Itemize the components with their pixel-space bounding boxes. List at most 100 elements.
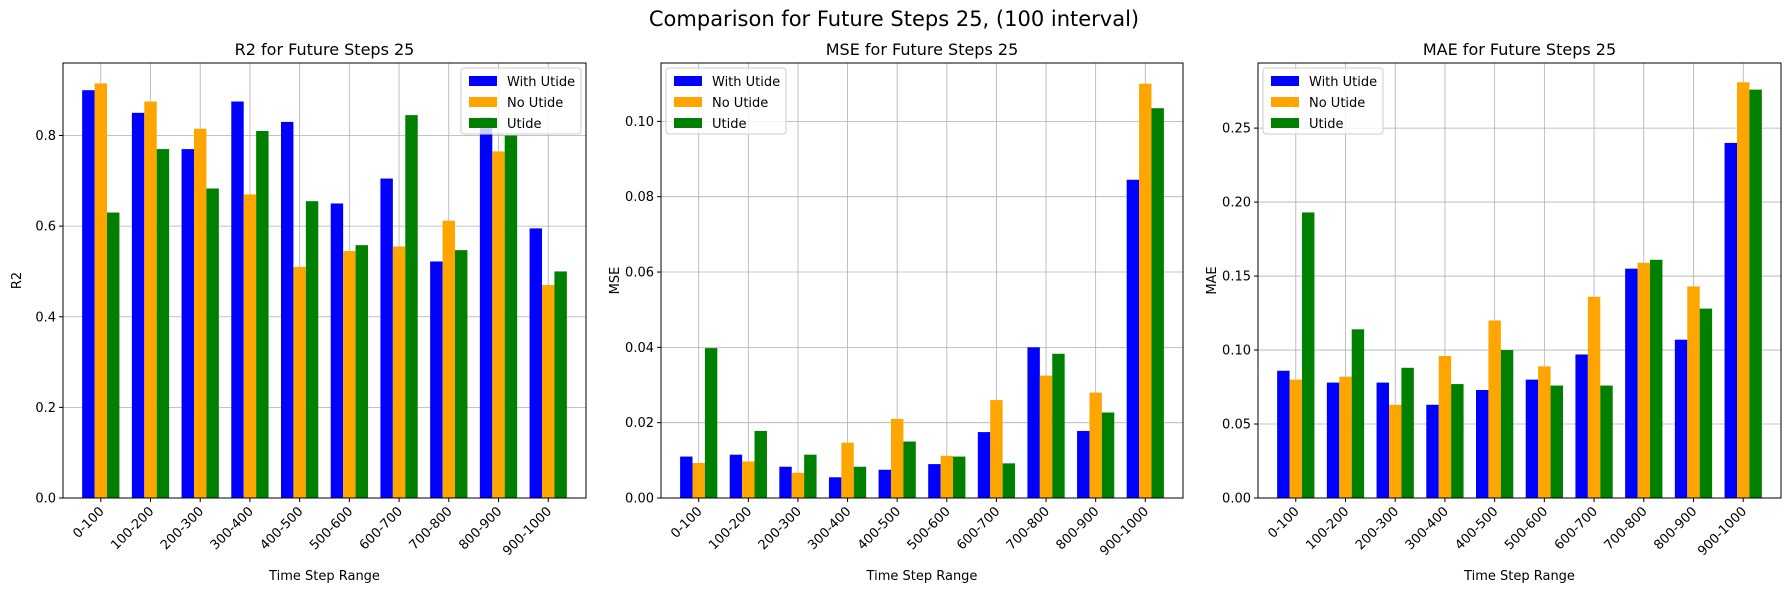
chart-1-xtick-label: 0-100 bbox=[70, 504, 107, 541]
chart-2-bar bbox=[890, 418, 904, 498]
chart-3-ytick-label: 0.25 bbox=[1222, 122, 1251, 137]
chart-1-bar bbox=[380, 178, 393, 498]
chart-2-bar bbox=[1052, 353, 1065, 498]
chart-2-xtick-label: 800-900 bbox=[1053, 504, 1102, 553]
chart-3-legend-swatch bbox=[1271, 118, 1299, 128]
chart-3-bar bbox=[1687, 286, 1700, 498]
chart-1-legend: With Utide No Utide Utide bbox=[460, 67, 582, 135]
chart-1-bar bbox=[106, 212, 120, 498]
chart-3-xtick-label: 800-900 bbox=[1651, 504, 1700, 553]
chart-3-bar bbox=[1749, 89, 1762, 498]
chart-3-xtick-label: 600-700 bbox=[1552, 504, 1601, 553]
chart-2-bar bbox=[804, 454, 817, 498]
chart-2-bar bbox=[1039, 375, 1053, 498]
chart-2-ytick-label: 0.04 bbox=[625, 341, 654, 356]
chart-3-bar bbox=[1587, 296, 1601, 498]
chart-3-bar bbox=[1289, 379, 1302, 498]
chart-3-bar bbox=[1674, 339, 1688, 498]
chart-2-xtick-label: 500-600 bbox=[905, 504, 954, 553]
chart-1-bar bbox=[554, 271, 567, 498]
chart-3-bar bbox=[1550, 385, 1564, 498]
chart-2-bar bbox=[1027, 347, 1040, 498]
chart-2-bar bbox=[878, 469, 891, 498]
chart-3-ytick-label: 0.05 bbox=[1222, 418, 1251, 433]
chart-1-legend-swatch bbox=[469, 97, 497, 107]
chart-2-bar bbox=[841, 442, 854, 498]
chart-3-bar bbox=[1475, 389, 1489, 498]
chart-1-xtick-label: 300-400 bbox=[208, 504, 257, 553]
chart-1-bar bbox=[144, 101, 157, 498]
chart-3-ytick-label: 0.00 bbox=[1222, 492, 1251, 507]
chart-3-xtick-label: 300-400 bbox=[1403, 504, 1452, 553]
chart-1-xtick-label: 400-500 bbox=[257, 504, 306, 553]
chart-3-bar bbox=[1650, 259, 1663, 498]
chart-3-xtick-label: 900-1000 bbox=[1695, 504, 1750, 559]
chart-2-bar bbox=[977, 432, 991, 498]
chart-2-bar bbox=[791, 472, 805, 498]
chart-2-xtick-label: 300-400 bbox=[805, 504, 854, 553]
chart-3-xtick-label: 400-500 bbox=[1452, 504, 1501, 553]
chart-3-legend-label: Utide bbox=[1309, 117, 1343, 132]
chart-1-bar bbox=[355, 245, 369, 498]
chart-2-legend-label: No Utide bbox=[712, 96, 768, 111]
chart-3-bar bbox=[1625, 268, 1638, 498]
chart-1-bar bbox=[293, 266, 306, 498]
chart-1-bar bbox=[181, 149, 194, 498]
chart-1-bar bbox=[156, 149, 170, 498]
chart-1-bar bbox=[330, 203, 344, 498]
chart-2-xtick-label: 100-200 bbox=[706, 504, 755, 553]
chart-2-legend-swatch bbox=[674, 76, 702, 86]
chart-1-bar bbox=[305, 201, 319, 498]
chart-3-bar bbox=[1724, 142, 1738, 499]
chart-1-ytick-label: 0.0 bbox=[35, 492, 56, 507]
chart-1-bar bbox=[256, 130, 269, 498]
chart-1-ytick-label: 0.4 bbox=[35, 310, 56, 325]
chart-1-xtick-label: 100-200 bbox=[108, 504, 157, 553]
chart-1-bar bbox=[405, 115, 418, 498]
chart-3-bar bbox=[1575, 354, 1588, 498]
chart-1-bar bbox=[430, 261, 443, 498]
chart-1-legend-swatch bbox=[469, 76, 497, 86]
chart-2-bar bbox=[1089, 392, 1102, 498]
chart-1-axes: 0.0 0.2 0.4 0.6 0.8 0-100 100-200 200-300 300-40… bbox=[10, 40, 587, 584]
chart-2-bar bbox=[1002, 463, 1016, 498]
chart-2-xtick-label: 0-100 bbox=[668, 504, 705, 541]
chart-3-bar bbox=[1376, 382, 1389, 498]
chart-2-bar bbox=[928, 464, 941, 498]
chart-2-bar bbox=[742, 461, 755, 498]
chart-3-bar bbox=[1326, 382, 1340, 498]
chart-1-bar bbox=[280, 121, 294, 498]
chart-2-bar bbox=[704, 348, 718, 498]
chart-1-bar bbox=[193, 128, 207, 498]
chart-1-bar bbox=[542, 285, 555, 498]
chart-2-ytick-label: 0.06 bbox=[625, 266, 654, 281]
chart-3-legend-swatch bbox=[1271, 76, 1299, 86]
chart-2-xtick-label: 400-500 bbox=[855, 504, 904, 553]
chart-3-bar bbox=[1351, 329, 1365, 498]
chart-3-legend-swatch bbox=[1271, 97, 1299, 107]
chart-2-bar bbox=[779, 466, 792, 498]
chart-2-bar bbox=[754, 430, 767, 498]
chart-2-ytick-label: 0.08 bbox=[625, 190, 654, 205]
chart-3-bar bbox=[1451, 384, 1464, 498]
chart-1-ytick-label: 0.2 bbox=[35, 401, 56, 416]
chart-2-legend-label: With Utide bbox=[712, 75, 780, 90]
chart-3-bar bbox=[1637, 262, 1651, 498]
chart-2-bar bbox=[1139, 83, 1152, 498]
chart-2-axes: 0.00 0.02 0.04 0.06 0.08 0.10 0-100 100-200 200-… bbox=[608, 40, 1184, 584]
chart-1-xtick-label: 700-800 bbox=[407, 504, 456, 553]
chart-2-bar bbox=[1077, 430, 1090, 498]
chart-3-frame bbox=[1257, 62, 1782, 499]
chart-2-frame bbox=[660, 62, 1184, 499]
figure-title: Comparison for Future Steps 25, (100 int… bbox=[649, 7, 1139, 31]
chart-3-ytick-label: 0.10 bbox=[1222, 344, 1251, 359]
chart-3-bar bbox=[1339, 376, 1352, 498]
chart-2-title: MSE for Future Steps 25 bbox=[826, 40, 1019, 59]
chart-3-bar bbox=[1500, 350, 1514, 498]
chart-2-bar bbox=[953, 456, 966, 498]
chart-3-xtick-label: 100-200 bbox=[1303, 504, 1352, 553]
chart-3-bar bbox=[1488, 320, 1501, 498]
chart-1-legend-label: With Utide bbox=[507, 75, 575, 90]
chart-1-bar bbox=[94, 83, 107, 498]
